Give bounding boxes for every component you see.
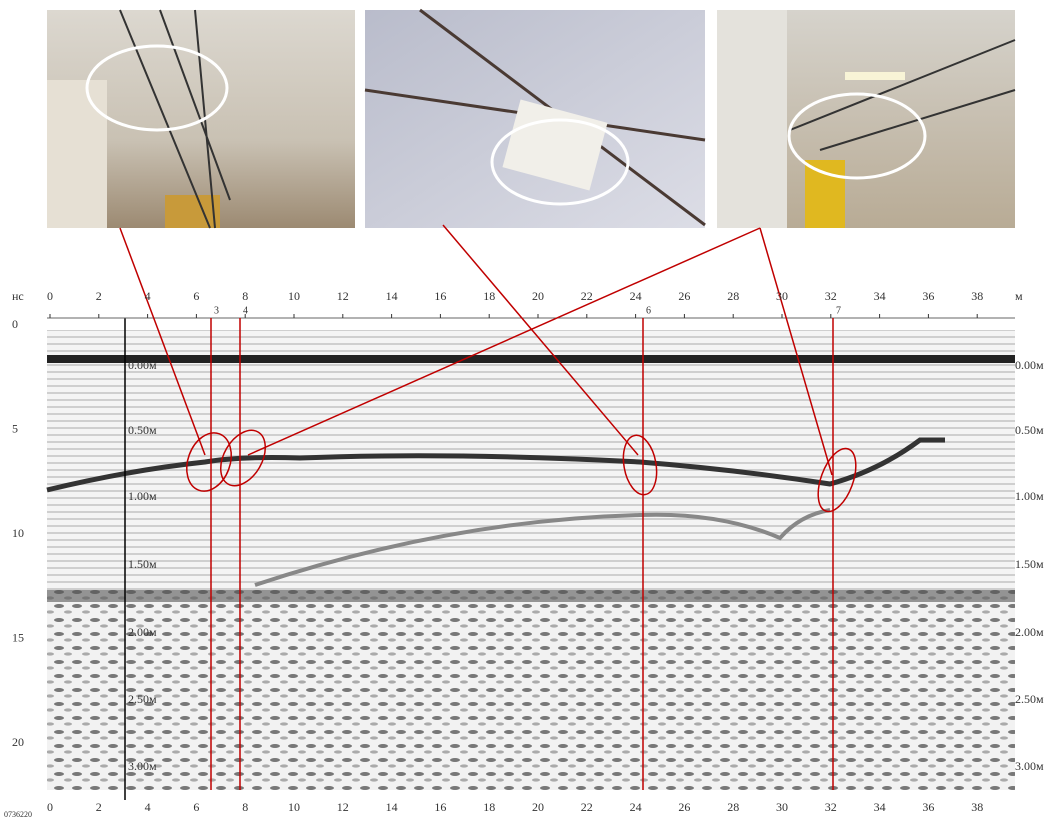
bottom-tick-label: 34	[874, 800, 886, 814]
depth-label: 0.00м	[1015, 358, 1044, 372]
top-tick-label: 4	[145, 289, 151, 303]
top-tick-label: 2	[96, 289, 102, 303]
photo	[717, 10, 1015, 228]
top-tick-label: 10	[288, 289, 300, 303]
top-tick-label: 38	[971, 289, 983, 303]
bottom-tick-label: 26	[678, 800, 690, 814]
time-tick-label: 10	[12, 526, 24, 540]
top-tick-label: 34	[874, 289, 886, 303]
top-tick-label: 20	[532, 289, 544, 303]
top-tick-label: 30	[776, 289, 788, 303]
depth-label: 3.00м	[1015, 759, 1044, 773]
top-tick-label: 8	[242, 289, 248, 303]
bottom-tick-label: 4	[145, 800, 151, 814]
time-tick-label: 5	[12, 421, 18, 435]
top-tick-label: 0	[47, 289, 53, 303]
depth-label: 3.00м	[128, 759, 157, 773]
top-tick-label: 6	[193, 289, 199, 303]
marker-label: 4	[243, 305, 248, 316]
bottom-tick-label: 38	[971, 800, 983, 814]
depth-label: 2.50м	[1015, 692, 1044, 706]
bottom-tick-label: 0	[47, 800, 53, 814]
top-tick-label: 22	[581, 289, 593, 303]
top-tick-label: 24	[630, 289, 642, 303]
time-tick-label: 20	[12, 735, 24, 749]
depth-label: 2.00м	[128, 625, 157, 639]
depth-label: 1.00м	[1015, 489, 1044, 503]
bottom-tick-label: 28	[727, 800, 739, 814]
top-tick-label: 32	[825, 289, 837, 303]
bottom-tick-label: 12	[337, 800, 349, 814]
radargram	[47, 318, 1015, 800]
top-tick-label: 14	[386, 289, 398, 303]
bottom-tick-label: 6	[193, 800, 199, 814]
depth-label: 1.50м	[1015, 557, 1044, 571]
bottom-tick-label: 16	[434, 800, 446, 814]
depth-label: 0.00м	[128, 358, 157, 372]
bottom-tick-label: 32	[825, 800, 837, 814]
top-tick-label: 18	[483, 289, 495, 303]
depth-label: 1.50м	[128, 557, 157, 571]
depth-label: 2.00м	[1015, 625, 1044, 639]
marker-label: 3	[214, 305, 219, 316]
top-tick-label: 26	[678, 289, 690, 303]
bottom-tick-label: 18	[483, 800, 495, 814]
bottom-tick-label: 2	[96, 800, 102, 814]
depth-label: 0.50м	[128, 423, 157, 437]
time-unit: нс	[12, 289, 24, 303]
top-tick-label: 16	[434, 289, 446, 303]
depth-label: 0.50м	[1015, 423, 1044, 437]
bottom-tick-label: 20	[532, 800, 544, 814]
bottom-tick-label: 22	[581, 800, 593, 814]
bottom-tick-label: 30	[776, 800, 788, 814]
top-tick-label: 28	[727, 289, 739, 303]
depth-label: 2.50м	[128, 692, 157, 706]
bottom-tick-label: 8	[242, 800, 248, 814]
distance-unit: м	[1015, 289, 1023, 303]
figure: нс м 0736220 024681012141618202224262830…	[0, 0, 1048, 822]
marker-label: 6	[646, 305, 651, 316]
photo	[47, 10, 355, 228]
bottom-tick-label: 14	[386, 800, 398, 814]
bottom-tick-label: 36	[922, 800, 934, 814]
bottom-tick-label: 10	[288, 800, 300, 814]
photo	[365, 10, 705, 228]
file-id: 0736220	[4, 810, 32, 819]
top-tick-label: 36	[922, 289, 934, 303]
marker-label: 7	[836, 305, 841, 316]
depth-label: 1.00м	[128, 489, 157, 503]
top-tick-label: 12	[337, 289, 349, 303]
time-tick-label: 15	[12, 630, 24, 644]
bottom-tick-label: 24	[630, 800, 642, 814]
time-tick-label: 0	[12, 317, 18, 331]
